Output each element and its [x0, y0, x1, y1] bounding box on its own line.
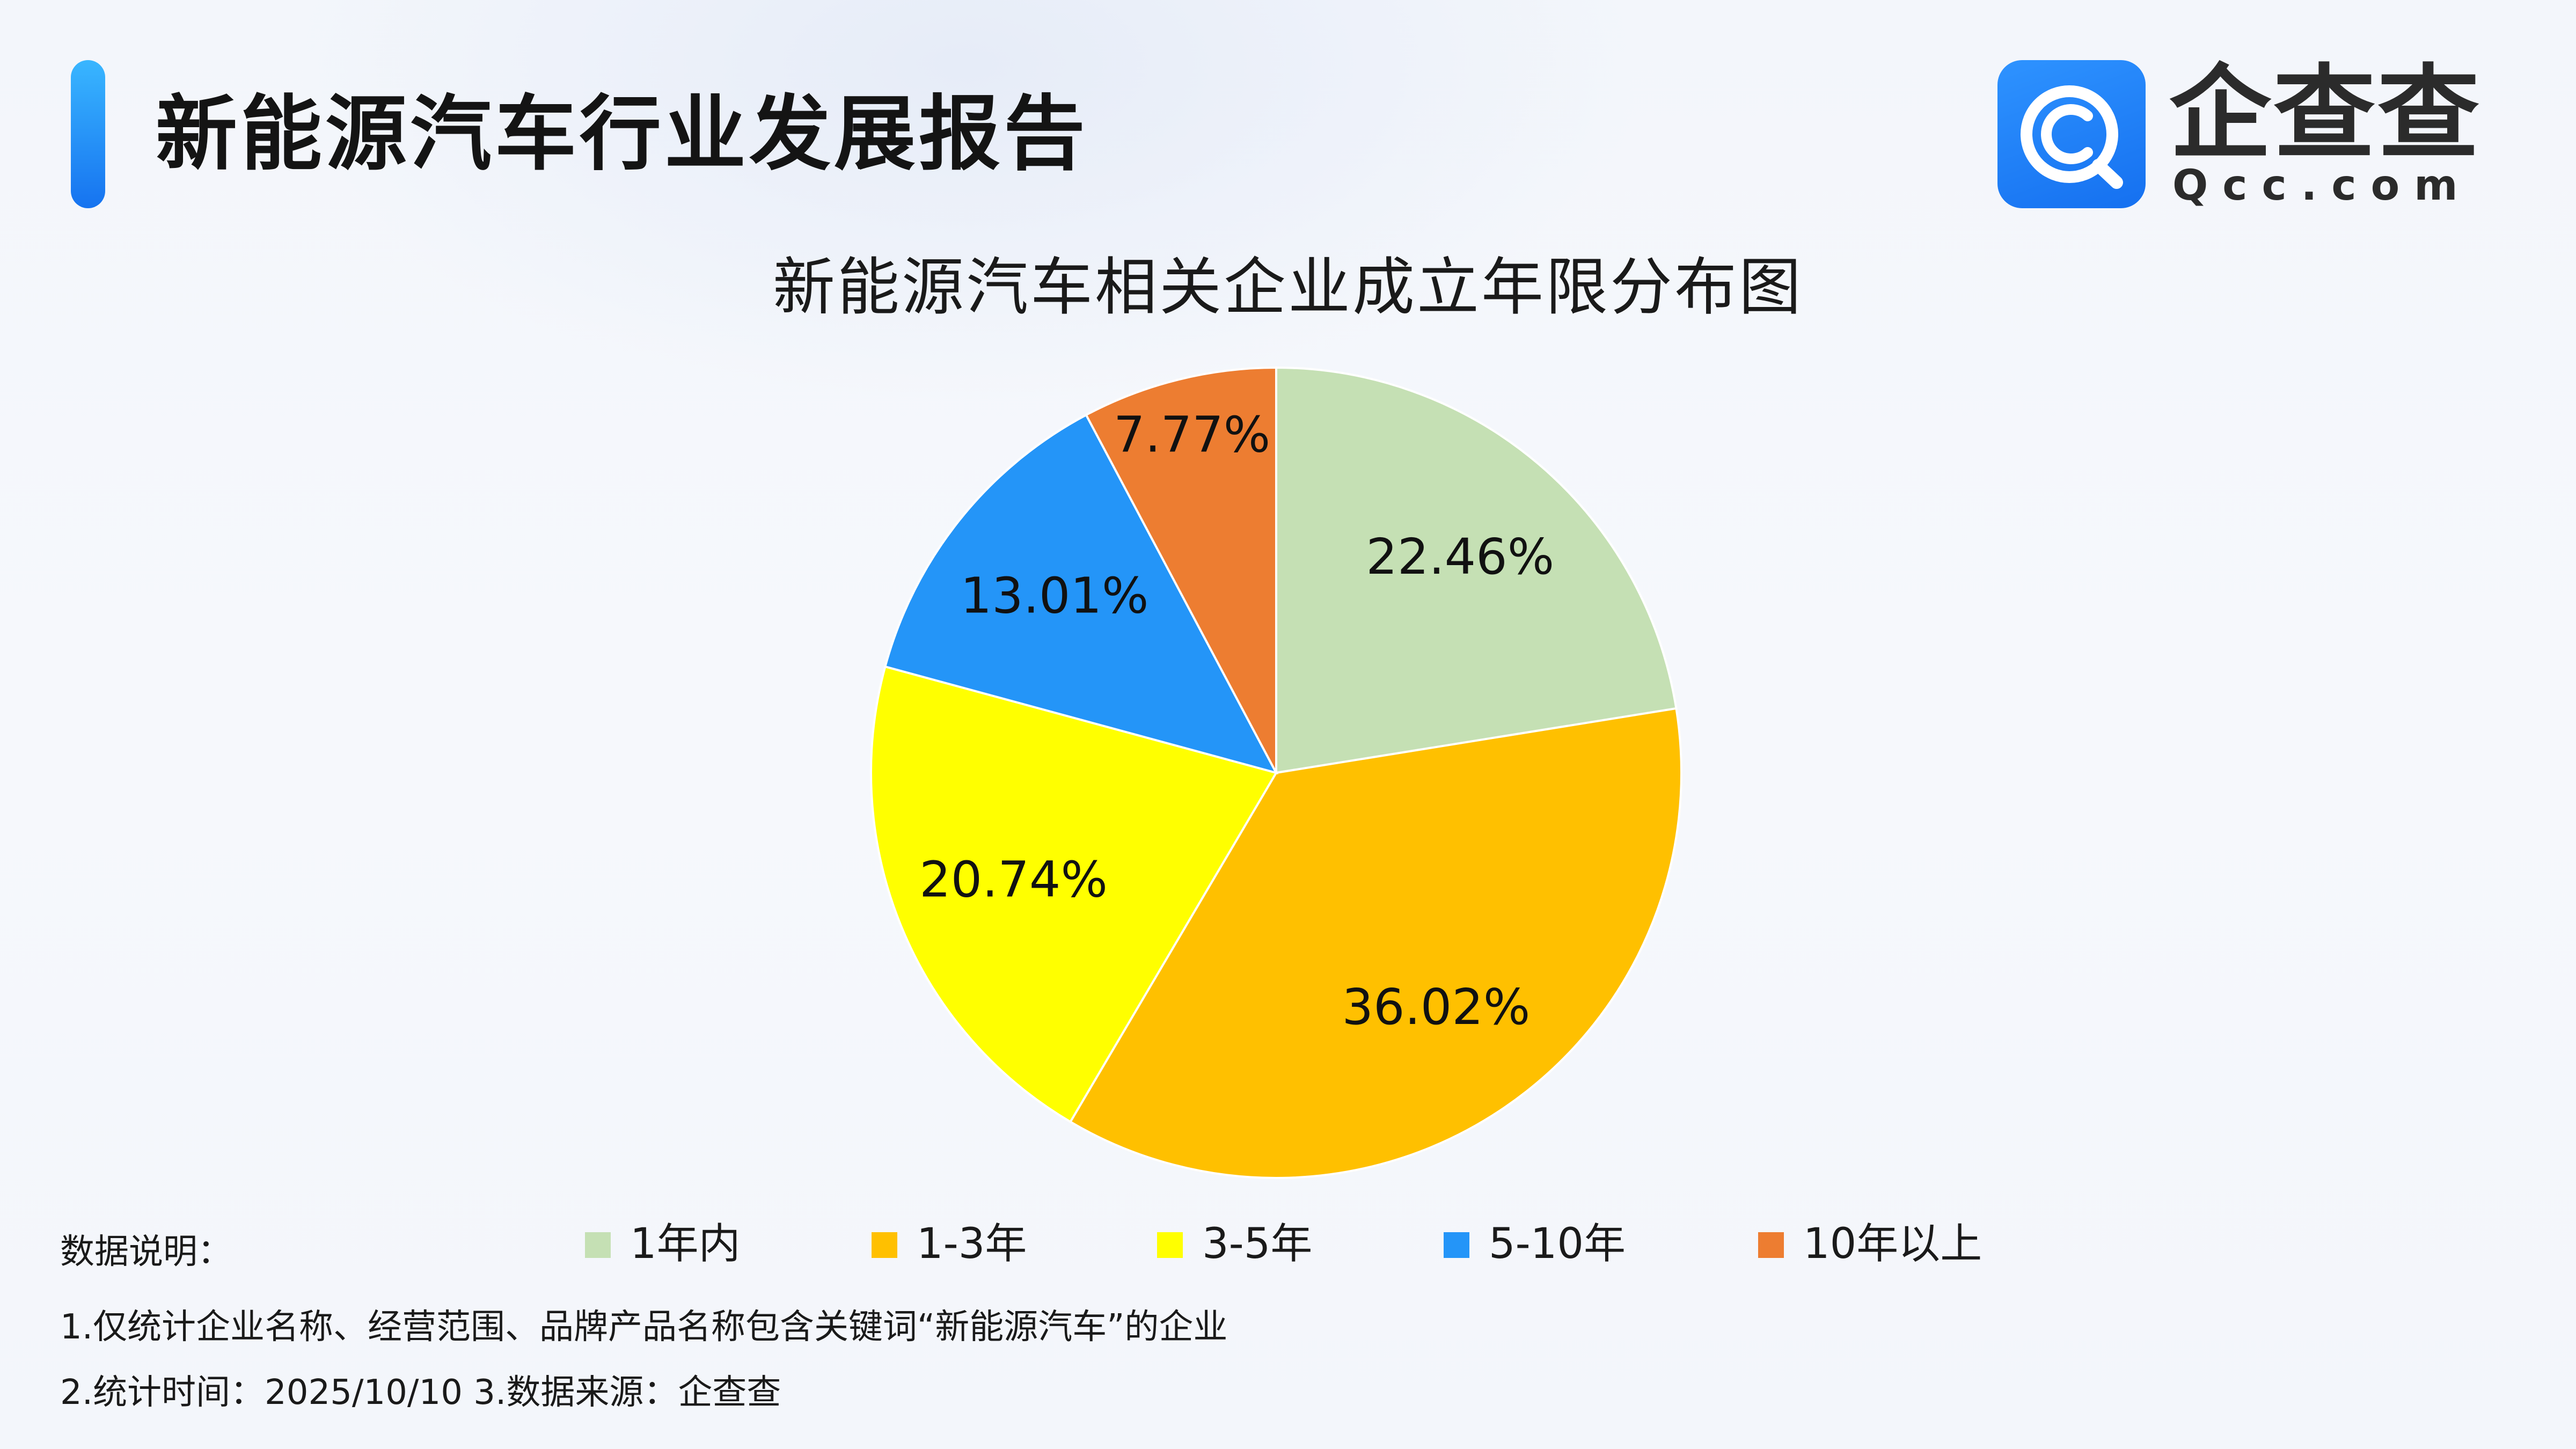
slice-data-label: 20.74% [919, 851, 1108, 909]
slice-5-10-years [883, 413, 1278, 775]
slice-data-label: 22.46% [1366, 528, 1554, 586]
slice-10-plus-years [1085, 366, 1277, 773]
slice-3-5-years [870, 665, 1278, 1124]
slice-1-year [1275, 366, 1678, 774]
legend-label: 1年内 [630, 1220, 741, 1268]
legend-swatch [1157, 1232, 1183, 1258]
header-accent-bar [71, 60, 105, 208]
notes-line-1: 1.仅统计企业名称、经营范围、品牌产品名称包含关键词“新能源汽车”的企业 [60, 1307, 1228, 1347]
slice-1-3-years [1069, 707, 1682, 1179]
qcc-logo-icon [1997, 60, 2146, 208]
notes-line-2: 2.统计时间：2025/10/10 3.数据来源：企查查 [60, 1373, 781, 1413]
legend-label: 1-3年 [917, 1220, 1027, 1268]
chart-legend: 1年内 1-3年 3-5年 5-10年 10年以上 [585, 1212, 2034, 1276]
legend-label: 5-10年 [1489, 1220, 1626, 1268]
slice-data-label: 36.02% [1342, 978, 1530, 1036]
legend-swatch [872, 1232, 897, 1258]
notes-heading: 数据说明： [60, 1232, 232, 1272]
slice-data-label: 13.01% [961, 567, 1149, 625]
chart-title: 新能源汽车相关企业成立年限分布图 [773, 251, 1803, 324]
page-title: 新能源汽车行业发展报告 [156, 86, 1088, 181]
legend-swatch [1444, 1232, 1469, 1258]
legend-label: 3-5年 [1202, 1220, 1313, 1268]
logo-name: 企查查 [2169, 54, 2482, 173]
legend-swatch [1758, 1232, 1784, 1258]
legend-label: 10年以上 [1803, 1220, 1982, 1268]
logo-domain: Qcc.com [2172, 162, 2472, 210]
legend-swatch [585, 1232, 611, 1258]
qcc-logo: 企查查 Qcc.com [1997, 60, 2480, 208]
slice-data-label: 7.77% [1114, 406, 1270, 463]
